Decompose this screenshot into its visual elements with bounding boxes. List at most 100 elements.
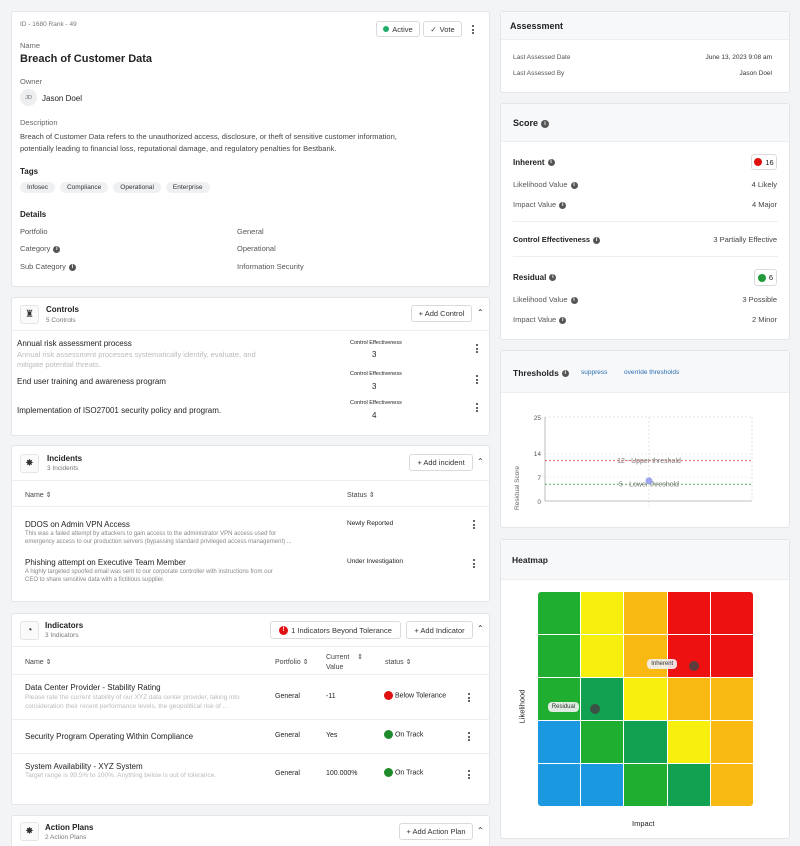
indicators-title: Indicators [45,621,84,630]
vote-button[interactable]: ✓ Vote [423,21,462,37]
heatmap-cell[interactable] [538,678,581,720]
heatmap-cell[interactable] [667,678,710,720]
control-effectiveness-value: 4 [372,411,377,420]
row-options-icon[interactable] [475,403,479,412]
heatmap-cell[interactable] [667,592,710,634]
heatmap-cell[interactable] [538,592,581,634]
heatmap-cell[interactable] [667,721,710,763]
indicator-title[interactable]: Security Program Operating Within Compli… [25,732,194,741]
control-title[interactable]: End user training and awareness program [17,377,166,386]
col-status-header[interactable]: status ⇕ [385,659,412,666]
heatmap-cell[interactable] [538,635,581,677]
override-thresholds-link[interactable]: override thresholds [624,369,680,376]
heatmap-cell[interactable] [667,764,710,806]
heatmap-cell[interactable] [538,764,581,806]
heatmap-header [501,540,789,580]
inherent-likelihood-value: 4 Likely [751,180,777,189]
collapse-chevron-icon[interactable]: ⌃ [477,457,484,466]
heatmap-cell[interactable] [581,764,624,806]
col-status-header[interactable]: Status ⇕ [347,492,375,499]
indicators-count: 3 Indicators [45,632,79,639]
add-indicator-button[interactable]: + Add Indicator [406,621,473,639]
incidents-card: ✸ Incidents 3 Incidents + Add incident ⌃… [11,445,490,602]
y-tick-label: 14 [534,451,542,458]
col-current-value-header[interactable]: Current ⇕ Value [326,654,363,671]
indicator-title[interactable]: Data Center Provider - Stability Rating [25,683,161,692]
assessment-card: Assessment Last Assessed Date June 13, 2… [500,11,790,93]
status-active-button[interactable]: Active [376,21,420,37]
control-effectiveness-value: 3 [372,350,377,359]
row-options-icon[interactable] [467,732,471,741]
heatmap-cell[interactable] [538,721,581,763]
residual-score-badge[interactable]: 6 [754,269,777,286]
heatmap-grid: Inherent Residual [538,592,754,807]
incident-desc: A highly targeted spoofed email was sent… [25,569,273,583]
col-name-header[interactable]: Name ⇕ [25,492,52,499]
add-action-plan-button[interactable]: + Add Action Plan [399,823,473,840]
incident-title[interactable]: DDOS on Admin VPN Access [25,520,130,529]
collapse-chevron-icon[interactable]: ⌃ [477,308,484,317]
add-incident-button[interactable]: + Add incident [409,454,473,471]
residual-marker[interactable] [589,703,600,714]
indicator-title[interactable]: System Availability - XYZ System [25,762,143,771]
thresholds-header [501,351,789,393]
heatmap-cell[interactable] [624,635,667,677]
tag[interactable]: Compliance [59,182,109,193]
heatmap-cell[interactable] [710,678,753,720]
details-label: Details [20,210,47,219]
indicator-portfolio: General [275,693,300,700]
tag[interactable]: Operational [113,182,161,193]
heatmap-cell[interactable] [710,721,753,763]
heatmap-cell[interactable] [624,721,667,763]
suppress-link[interactable]: suppress [581,369,608,376]
tag[interactable]: Enterprise [165,182,210,193]
residual-likelihood-label: Likelihood Value i [513,295,578,304]
more-options-icon[interactable] [471,25,475,34]
inherent-marker[interactable] [689,660,700,671]
last-assessed-by: Jason Doel [739,70,772,77]
indicator-status: Below Tolerance [384,691,446,700]
heatmap-cell[interactable] [581,721,624,763]
row-options-icon[interactable] [472,520,476,529]
heatmap-cell[interactable] [581,678,624,720]
collapse-chevron-icon[interactable]: ⌃ [477,624,484,633]
col-portfolio-header[interactable]: Portfolio ⇕ [275,659,309,666]
heatmap-cell[interactable] [624,678,667,720]
indicators-beyond-tolerance-button[interactable]: ! 1 Indicators Beyond Tolerance [270,621,401,639]
heatmap-cell[interactable] [624,764,667,806]
residual-label: Residual i [513,273,557,282]
control-title[interactable]: Annual risk assessment process [17,339,132,348]
risk-name: Breach of Customer Data [20,53,153,65]
divider [12,506,489,507]
indicator-status: On Track [384,768,423,777]
risk-id-rank: ID - 1680 Rank - 49 [20,21,77,28]
row-options-icon[interactable] [475,344,479,353]
heatmap-cell[interactable] [710,764,753,806]
indicator-value: Yes [326,732,338,739]
col-name-header[interactable]: Name ⇕ [25,659,52,666]
row-options-icon[interactable] [467,770,471,779]
heatmap-cell[interactable] [710,592,753,634]
incidents-count: 3 Incidents [47,465,79,472]
heatmap-cell[interactable] [581,635,624,677]
heatmap-cell[interactable] [581,592,624,634]
tag[interactable]: Infosec [20,182,55,193]
info-icon: i [559,316,567,324]
row-options-icon[interactable] [467,693,471,702]
y-tick-label: 7 [537,475,541,482]
collapse-chevron-icon[interactable]: ⌃ [477,826,484,835]
y-tick-label: 0 [537,499,541,506]
info-icon: i [570,296,578,304]
row-options-icon[interactable] [475,375,479,384]
inherent-score-badge[interactable]: 16 [751,154,777,170]
divider [12,480,489,481]
heatmap-cell[interactable] [667,635,710,677]
add-control-button[interactable]: + Add Control [411,305,472,322]
risk-details-card: ID - 1680 Rank - 49 Active ✓ Vote Name B… [11,11,490,287]
incident-title[interactable]: Phishing attempt on Executive Team Membe… [25,558,186,567]
heatmap-cell[interactable] [624,592,667,634]
row-options-icon[interactable] [472,559,476,568]
name-label: Name [20,41,41,50]
heatmap-cell[interactable] [710,635,753,677]
control-title[interactable]: Implementation of ISO27001 security poli… [17,406,222,415]
